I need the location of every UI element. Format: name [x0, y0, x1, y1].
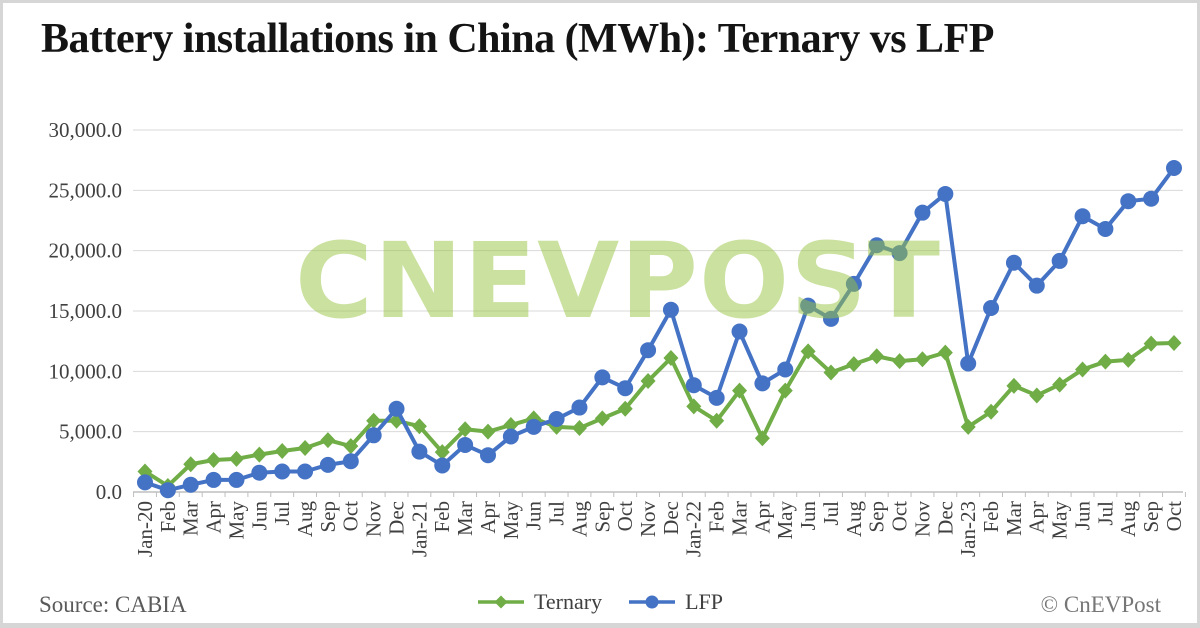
source-note: Source: CABIA — [39, 592, 187, 617]
svg-text:Jul: Jul — [1093, 501, 1117, 526]
svg-text:5,000.0: 5,000.0 — [59, 420, 122, 444]
svg-text:Feb: Feb — [430, 501, 454, 533]
svg-text:Oct: Oct — [888, 501, 912, 531]
svg-text:Jan-20: Jan-20 — [133, 501, 157, 557]
svg-text:Dec: Dec — [659, 501, 683, 535]
svg-text:20,000.0: 20,000.0 — [49, 239, 123, 263]
legend: Ternary LFP — [3, 589, 1197, 615]
line-chart: 0.0 5,000.0 10,000.0 15,000.0 20,000.0 25,000… — [49, 118, 1186, 557]
svg-text:Jul: Jul — [819, 501, 843, 526]
lfp-line-circle-icon — [629, 595, 676, 609]
legend-label-lfp: LFP — [685, 589, 723, 614]
svg-text:Oct: Oct — [613, 501, 637, 531]
svg-text:Mar: Mar — [1002, 501, 1026, 536]
svg-text:May: May — [773, 501, 797, 540]
chart-title: Battery installations in China (MWh): Te… — [41, 16, 994, 62]
svg-text:Oct: Oct — [339, 501, 363, 531]
svg-text:May: May — [224, 501, 248, 540]
svg-text:Jun: Jun — [1070, 501, 1094, 531]
ternary-line-diamond-icon — [477, 595, 524, 609]
svg-text:May: May — [499, 501, 523, 540]
svg-text:Jan-23: Jan-23 — [956, 501, 980, 557]
svg-text:Jan-22: Jan-22 — [682, 501, 706, 557]
svg-text:15,000.0: 15,000.0 — [49, 299, 123, 323]
svg-text:Dec: Dec — [384, 501, 408, 535]
svg-text:Jun: Jun — [796, 501, 820, 531]
svg-text:Sep: Sep — [1139, 501, 1163, 533]
svg-text:Mar: Mar — [179, 501, 203, 536]
svg-text:Mar: Mar — [727, 501, 751, 536]
svg-text:Sep: Sep — [316, 501, 340, 533]
svg-text:Jun: Jun — [522, 501, 546, 531]
svg-text:Apr: Apr — [1025, 501, 1049, 534]
svg-text:Aug: Aug — [1116, 501, 1140, 538]
svg-text:Jan-21: Jan-21 — [407, 501, 431, 557]
svg-text:Feb: Feb — [979, 501, 1003, 533]
svg-text:May: May — [1048, 501, 1072, 540]
svg-text:25,000.0: 25,000.0 — [49, 178, 123, 202]
svg-text:Jul: Jul — [270, 501, 294, 526]
legend-item-ternary: Ternary — [477, 589, 602, 615]
svg-text:Aug: Aug — [842, 501, 866, 538]
svg-text:Mar: Mar — [453, 501, 477, 536]
svg-text:Apr: Apr — [202, 501, 226, 534]
svg-text:0.0: 0.0 — [96, 480, 122, 504]
svg-text:Nov: Nov — [910, 501, 934, 538]
svg-text:Jun: Jun — [247, 501, 271, 531]
svg-text:Feb: Feb — [156, 501, 180, 533]
copyright-note: © CnEVPost — [1040, 592, 1161, 617]
svg-text:Aug: Aug — [567, 501, 591, 538]
svg-text:30,000.0: 30,000.0 — [49, 118, 123, 142]
svg-text:Aug: Aug — [293, 501, 317, 538]
svg-text:Feb: Feb — [705, 501, 729, 533]
svg-text:Dec: Dec — [933, 501, 957, 535]
legend-label-ternary: Ternary — [533, 589, 603, 614]
legend-item-lfp: LFP — [628, 589, 723, 615]
svg-text:Sep: Sep — [590, 501, 614, 533]
svg-text:Apr: Apr — [750, 501, 774, 534]
svg-text:Oct: Oct — [1162, 501, 1186, 531]
svg-text:Nov: Nov — [362, 501, 386, 538]
svg-text:Nov: Nov — [636, 501, 660, 538]
svg-text:Apr: Apr — [476, 501, 500, 534]
svg-text:Jul: Jul — [545, 501, 569, 526]
svg-text:Sep: Sep — [865, 501, 889, 533]
svg-text:10,000.0: 10,000.0 — [49, 359, 123, 383]
